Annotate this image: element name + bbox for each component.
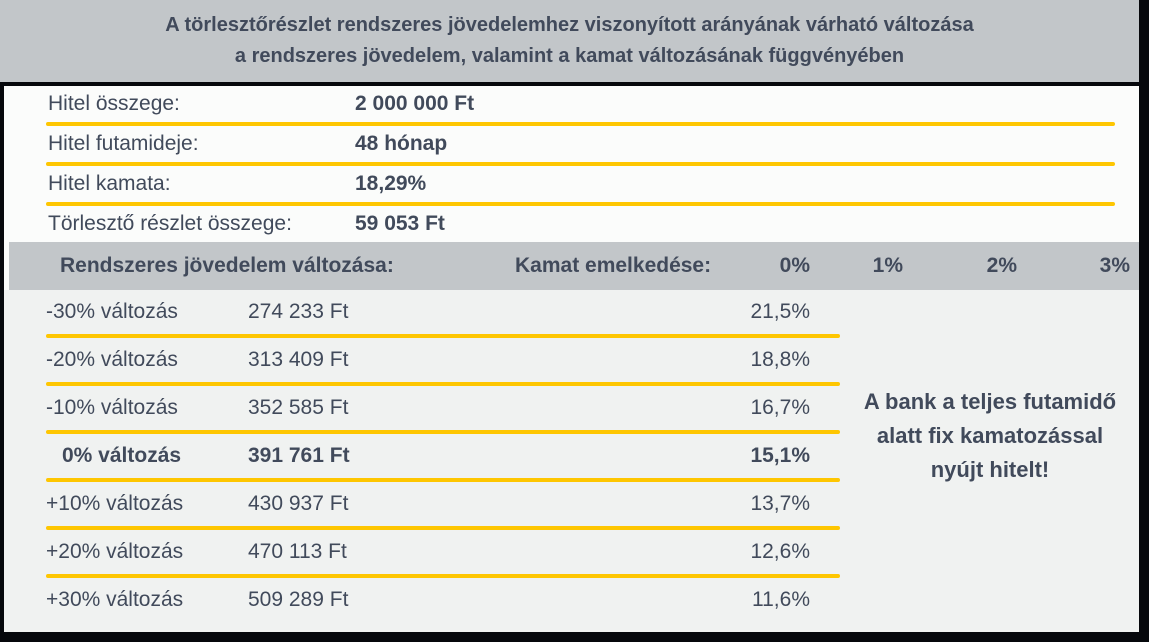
loan-term-value: 48 hónap (355, 132, 448, 155)
row-divider (46, 334, 840, 338)
fixed-rate-note: A bank a teljes futamidő alatt fix kamat… (863, 389, 1117, 482)
rate-column-0pct: 0% (779, 254, 810, 277)
ratio-cell: 18,8% (750, 348, 810, 371)
loan-installment-value: 59 053 Ft (355, 212, 445, 235)
income-change-cell: +20% változás (46, 540, 184, 563)
ratio-cell: 15,1% (750, 444, 810, 467)
income-change-cell: -20% változás (46, 348, 178, 371)
loan-parameters-section: Hitel összege: 2 000 000 Ft Hitel futami… (4, 86, 1139, 242)
income-change-header: Rendszeres jövedelem változása: (60, 254, 394, 277)
table-row: -20% változás 313 409 Ft 18,8% (4, 338, 1139, 382)
frame-border-left (0, 86, 4, 642)
income-amount-cell: 352 585 Ft (248, 396, 349, 419)
row-divider (46, 382, 840, 386)
title-bar: A törlesztőrészlet rendszeres jövedelemh… (0, 0, 1139, 82)
rate-column-3pct: 3% (1099, 254, 1130, 277)
income-change-cell: 0% változás (62, 444, 182, 467)
loan-amount-value: 2 000 000 Ft (355, 92, 475, 115)
rate-column-1pct: 1% (872, 254, 903, 277)
income-amount-cell: 274 233 Ft (248, 300, 349, 323)
row-divider (46, 162, 1115, 166)
row-divider (46, 122, 1115, 126)
income-amount-cell: 430 937 Ft (248, 492, 349, 515)
ratio-cell: 12,6% (750, 540, 810, 563)
income-amount-cell: 313 409 Ft (248, 348, 349, 371)
table-row: +20% változás 470 113 Ft 12,6% (4, 530, 1139, 574)
frame-border-right (1139, 0, 1149, 642)
table-row: +10% változás 430 937 Ft 13,7% (4, 482, 1139, 526)
loan-installment-label: Törlesztő részlet összege: (48, 212, 292, 235)
row-divider (46, 526, 840, 530)
ratio-cell: 13,7% (750, 492, 810, 515)
income-amount-cell: 391 761 Ft (248, 444, 350, 467)
income-change-cell: -30% változás (46, 300, 178, 323)
rate-increase-header: Kamat emelkedése: (515, 254, 712, 277)
loan-term-row: Hitel futamideje: 48 hónap (4, 126, 1139, 162)
title-line-2: a rendszeres jövedelem, valamint a kamat… (234, 45, 905, 67)
table-row: -30% változás 274 233 Ft 21,5% (4, 290, 1139, 334)
income-change-cell: -10% változás (46, 396, 178, 419)
frame-border-bottom (0, 632, 1149, 642)
loan-installment-row: Törlesztő részlet összege: 59 053 Ft (4, 206, 1139, 242)
title-line-1: A törlesztőrészlet rendszeres jövedelemh… (165, 14, 974, 36)
income-change-cell: +10% változás (46, 492, 184, 515)
row-divider (46, 202, 1115, 206)
row-divider (46, 574, 840, 578)
row-divider (46, 478, 840, 482)
loan-rate-value: 18,29% (355, 172, 427, 195)
ratio-table-section: -30% változás 274 233 Ft 21,5% -20% vált… (4, 290, 1139, 632)
loan-amount-row: Hitel összege: 2 000 000 Ft (4, 86, 1139, 122)
loan-rate-label: Hitel kamata: (48, 172, 171, 195)
income-amount-cell: 509 289 Ft (248, 588, 349, 611)
ratio-cell: 21,5% (750, 300, 810, 323)
row-divider (46, 430, 840, 434)
income-change-cell: +30% változás (46, 588, 184, 611)
loan-term-label: Hitel futamideje: (48, 132, 199, 155)
table-row: -10% változás 352 585 Ft 16,7% (4, 386, 1139, 430)
table-row: +30% változás 509 289 Ft 11,6% (4, 578, 1139, 622)
title-divider-line (0, 82, 1139, 86)
table-row-baseline: 0% változás 391 761 Ft 15,1% (4, 434, 1139, 478)
ratio-cell: 16,7% (750, 396, 810, 419)
income-amount-cell: 470 113 Ft (248, 540, 347, 563)
loan-rate-row: Hitel kamata: 18,29% (4, 166, 1139, 202)
ratio-cell: 11,6% (752, 588, 810, 611)
loan-amount-label: Hitel összege: (48, 92, 180, 115)
rate-column-2pct: 2% (986, 254, 1017, 277)
matrix-header-band: Rendszeres jövedelem változása: Kamat em… (9, 242, 1139, 290)
